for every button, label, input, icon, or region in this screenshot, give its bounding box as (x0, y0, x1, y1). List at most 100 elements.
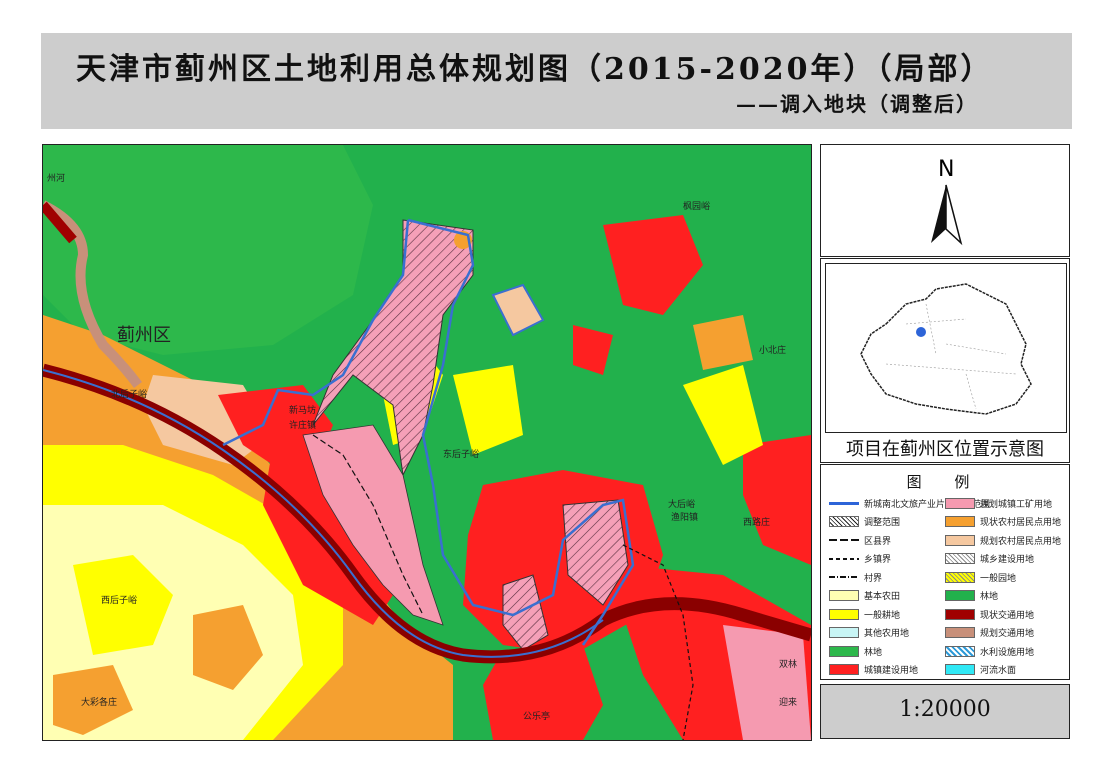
legend-item: 规划交通用地 (945, 625, 1034, 641)
project-boundary-east (407, 218, 635, 646)
legend-swatch (829, 627, 859, 638)
legend-item: 水利设施用地 (945, 643, 1034, 659)
legend-item: 现状农村居民点用地 (945, 514, 1061, 530)
legend-swatch (945, 590, 975, 601)
urban-construction-ne (603, 215, 703, 315)
land-use-map[interactable]: 蓟州区 新马坊 许庄镇 东后子峪 北后子峪 西后子峪 枫园峪 小北庄 大后峪 渔… (42, 144, 812, 741)
legend-label: 水利设施用地 (980, 647, 1035, 658)
legend-label: 其他农用地 (864, 629, 910, 639)
legend-label: 调整范围 (864, 518, 901, 528)
scale-text: 1:20000 (899, 697, 991, 722)
district-outline-map (860, 283, 1032, 415)
legend-item: 一般园地 (945, 569, 1016, 585)
project-boundary-along-road (43, 369, 604, 658)
location-map-frame (825, 263, 1067, 433)
farmland-center-2 (453, 365, 523, 455)
legend-label: 规划城镇工矿用地 (980, 499, 1053, 510)
legend-swatch (945, 627, 975, 638)
legend-swatch (829, 645, 859, 657)
legend-panel: 图 例 新城南北文旅产业片区项目范围 调整范围 区县界 乡镇界 村界 基本农田 一般耕地 其他… (820, 464, 1070, 680)
road-segment-nw (43, 201, 77, 244)
farmland-patch-1 (73, 555, 173, 655)
legend-item: 城镇建设用地 (829, 662, 918, 678)
legend-swatch (945, 516, 975, 527)
label-dahouyu: 大后峪 (668, 498, 695, 510)
legend-label: 村界 (864, 573, 883, 584)
urban-construction-south (483, 645, 603, 740)
legend-swatch (945, 664, 975, 675)
legend-swatch (829, 501, 859, 505)
legend-item: 调整范围 (829, 514, 900, 530)
label-xuzhuangzi: 许庄镇 (289, 419, 316, 431)
legend-item: 基本农田 (829, 588, 900, 604)
legend-item: 规划农村居民点用地 (945, 532, 1061, 548)
legend-label: 一般耕地 (864, 610, 901, 621)
settlement-east (693, 315, 753, 370)
planned-rural-settlement-small (491, 283, 545, 337)
legend-swatch (945, 608, 975, 620)
legend-label: 新城南北文旅产业片区项目范围 (864, 499, 991, 510)
planned-road-west (43, 200, 142, 389)
legend-swatch (945, 534, 975, 546)
legend-swatch (945, 645, 975, 657)
legend-item: 其他农用地 (829, 625, 909, 641)
legend-swatch (829, 516, 859, 527)
legend-title: 图 例 (906, 473, 984, 491)
legend-label: 一般园地 (980, 573, 1017, 584)
farmland-east (683, 365, 763, 465)
planned-urban-center (302, 424, 444, 626)
label-yinlai: 迎来 (779, 696, 797, 708)
legend-item: 林地 (829, 643, 882, 659)
urban-patch-ne (573, 325, 613, 375)
legend-swatch (829, 576, 859, 578)
location-map-caption: 项目在蓟州区位置示意图 (846, 439, 1044, 460)
legend-item: 河流水面 (945, 662, 1016, 678)
legend-item: 一般耕地 (829, 606, 900, 622)
legend-item: 城乡建设用地 (945, 551, 1034, 567)
map-canvas: 蓟州区 新马坊 许庄镇 东后子峪 北后子峪 西后子峪 枫园峪 小北庄 大后峪 渔… (43, 145, 811, 740)
legend-swatch (945, 497, 975, 509)
township-boundary (622, 544, 694, 740)
legend-item: 现状交通用地 (945, 606, 1034, 622)
label-dalijiazhuang: 大彩各庄 (81, 696, 117, 708)
label-xihouzhuyu: 西后子峪 (101, 595, 137, 606)
legend-item: 规划城镇工矿用地 (945, 495, 1052, 511)
label-xiaozhuang: 小北庄 (759, 344, 786, 356)
legend-label: 基本农田 (864, 592, 901, 602)
label-shuanglin: 双林 (779, 658, 797, 670)
legend-label: 现状农村居民点用地 (980, 518, 1062, 528)
north-arrow-icon (931, 184, 963, 246)
legend-label: 林地 (864, 647, 883, 658)
legend-item: 村界 (829, 569, 882, 585)
planned-urban-se (723, 625, 811, 740)
north-letter: N (938, 157, 955, 182)
adjustment-area-south[interactable] (502, 574, 549, 651)
legend-swatch (829, 664, 859, 675)
page-subtitle: ——调入地块（调整后） (736, 92, 978, 116)
label-beihouzhuyu: 北后子峪 (111, 389, 147, 400)
scale-panel: 1:20000 (820, 684, 1070, 739)
legend-label: 现状交通用地 (980, 610, 1035, 621)
location-map-panel: 项目在蓟州区位置示意图 (820, 258, 1070, 463)
legend-label: 乡镇界 (864, 555, 892, 565)
project-boundary-west (222, 219, 410, 447)
legend-label: 城镇建设用地 (864, 666, 919, 676)
adjustment-area-north[interactable] (312, 219, 474, 477)
legend-swatch (829, 557, 859, 560)
label-xinmafang: 新马坊 (289, 404, 316, 416)
legend-swatch (829, 590, 859, 601)
district-boundary (312, 434, 424, 616)
legend-item: 乡镇界 (829, 551, 891, 567)
legend-label: 城乡建设用地 (980, 555, 1035, 565)
legend-swatch (945, 571, 975, 583)
page-title: 天津市蓟州区土地利用总体规划图（2015-2020年）（局部） (76, 52, 994, 87)
legend-label: 河流水面 (980, 666, 1017, 676)
label-zhouhe: 州河 (47, 172, 65, 184)
settlement-patch-1 (193, 605, 263, 690)
project-location-marker (916, 327, 926, 337)
legend-item: 林地 (945, 588, 998, 604)
label-fengyuanzhuang: 枫园峪 (683, 200, 710, 212)
settlement-patch-2 (53, 665, 133, 735)
label-xiluzhuang: 西路庄 (743, 516, 770, 528)
north-arrow-panel: N (820, 144, 1070, 257)
